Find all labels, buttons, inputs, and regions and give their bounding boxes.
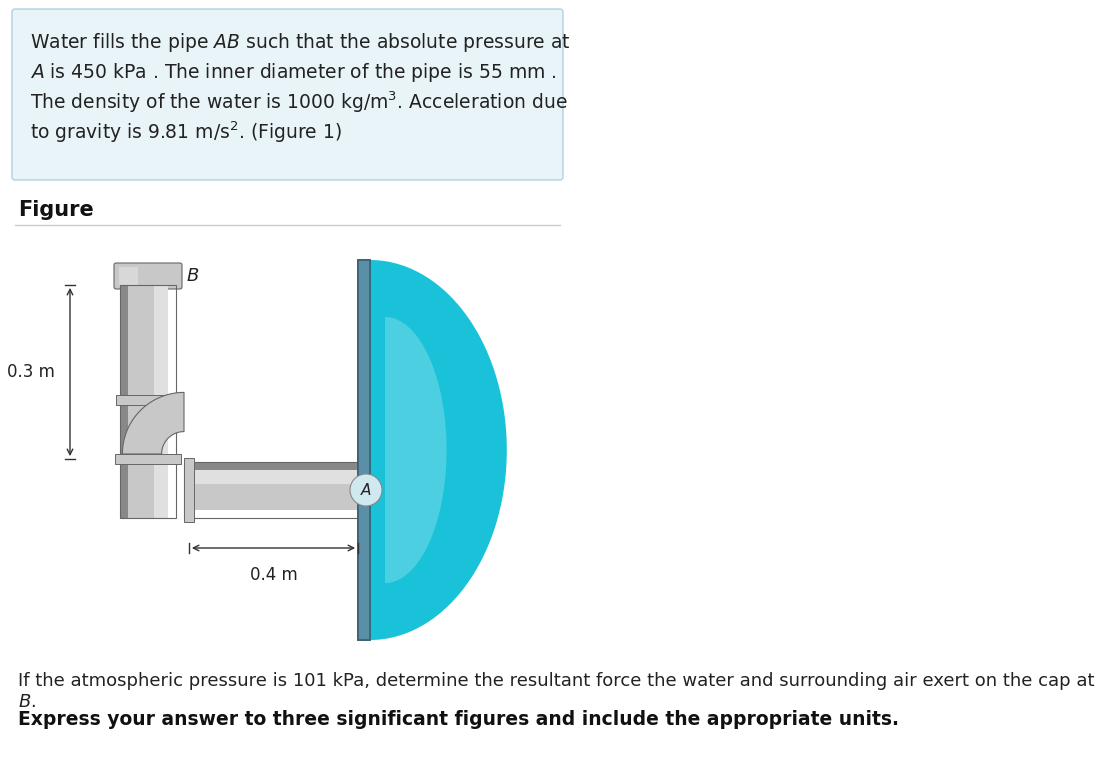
FancyBboxPatch shape — [115, 263, 182, 289]
Text: Express your answer to three significant figures and include the appropriate uni: Express your answer to three significant… — [18, 710, 898, 729]
Circle shape — [350, 474, 383, 506]
Bar — [183, 462, 358, 518]
Text: 0.4 m: 0.4 m — [249, 566, 297, 584]
Bar — [120, 285, 176, 518]
Bar — [183, 470, 358, 484]
Bar — [183, 462, 358, 470]
Bar — [358, 260, 370, 640]
Bar — [128, 285, 168, 518]
Bar — [115, 454, 181, 464]
Bar — [358, 260, 370, 640]
Polygon shape — [370, 260, 507, 640]
Bar — [119, 267, 138, 285]
Bar — [116, 395, 180, 405]
Text: to gravity is 9.81 m/s$^2$. (Figure 1): to gravity is 9.81 m/s$^2$. (Figure 1) — [30, 119, 342, 145]
FancyBboxPatch shape — [12, 9, 563, 180]
Polygon shape — [385, 317, 447, 583]
Text: $A$ is 450 kPa . The inner diameter of the pipe is 55 mm .: $A$ is 450 kPa . The inner diameter of t… — [30, 61, 556, 83]
Text: If the atmospheric pressure is 101 kPa, determine the resultant force the water : If the atmospheric pressure is 101 kPa, … — [18, 672, 1094, 711]
Text: $B$: $B$ — [186, 267, 199, 285]
Polygon shape — [122, 392, 183, 454]
Text: 0.3 m: 0.3 m — [7, 363, 54, 381]
Text: The density of the water is 1000 kg/m$^3$. Acceleration due: The density of the water is 1000 kg/m$^3… — [30, 90, 568, 115]
Bar — [120, 285, 128, 518]
Bar — [183, 470, 358, 509]
Bar — [153, 285, 168, 518]
Bar — [183, 458, 193, 522]
Text: Figure: Figure — [18, 200, 93, 220]
Text: $A$: $A$ — [360, 482, 373, 498]
Text: Water fills the pipe $AB$ such that the absolute pressure at: Water fills the pipe $AB$ such that the … — [30, 31, 570, 54]
